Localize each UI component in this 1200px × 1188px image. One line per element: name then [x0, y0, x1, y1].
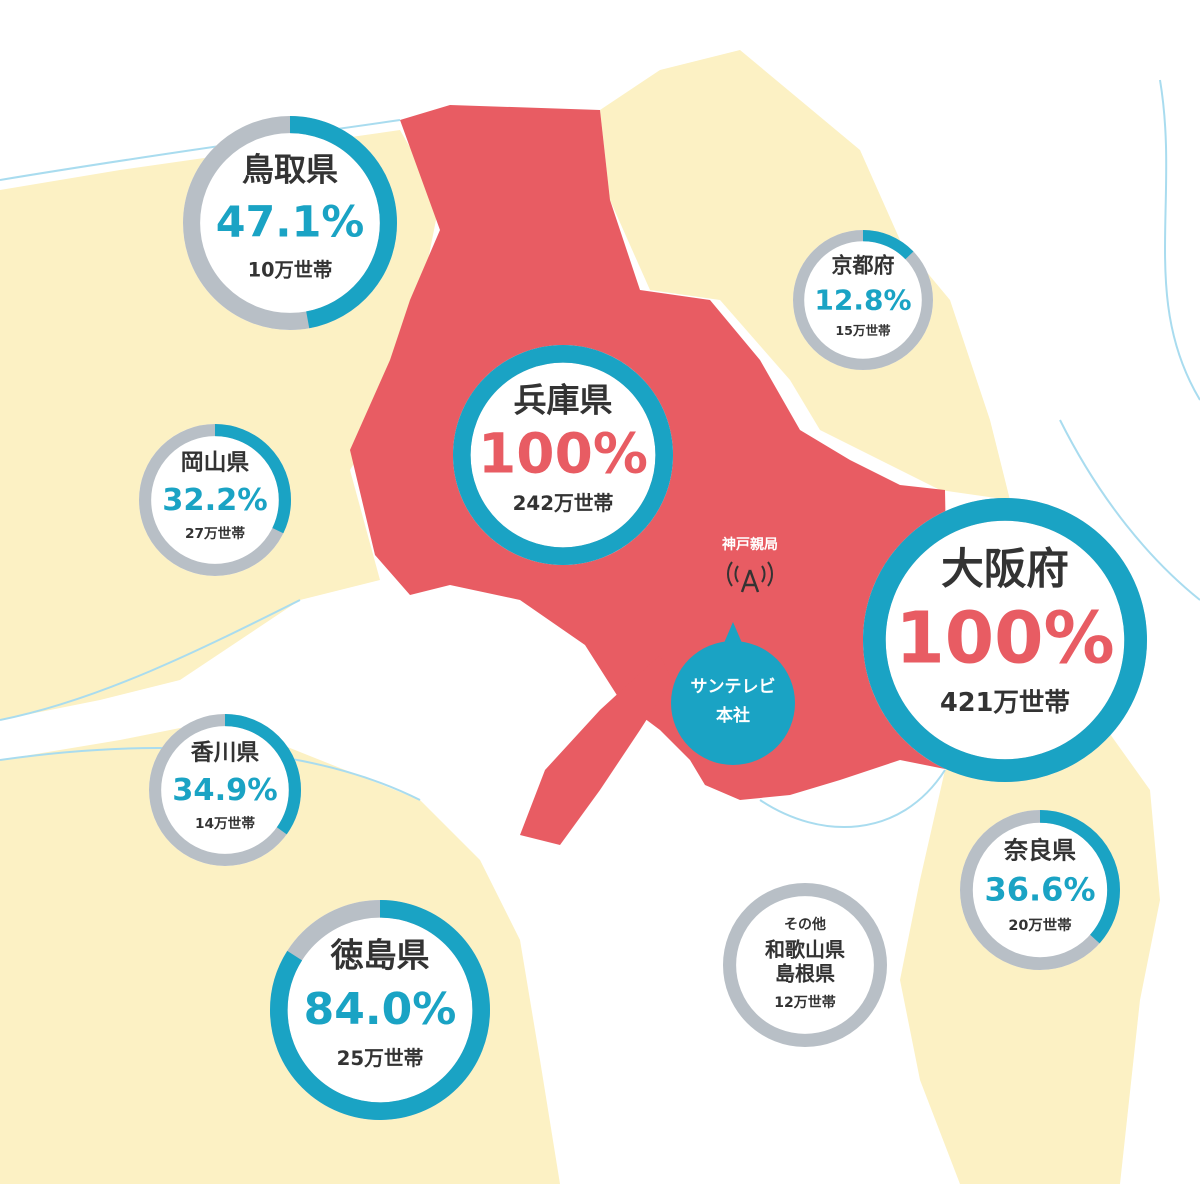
headquarters-label: 本社 — [716, 705, 750, 726]
households: 20万世帯 — [1008, 916, 1071, 934]
households: 421万世帯 — [940, 688, 1070, 718]
badge — [453, 345, 673, 565]
ring-share — [960, 809, 1121, 970]
ring-share — [269, 900, 490, 1121]
station: 神戸親局 — [722, 536, 778, 593]
households: 14万世帯 — [195, 815, 255, 832]
ring-share — [862, 498, 1147, 783]
station-label: 神戸親局 — [722, 536, 778, 553]
region-name: 和歌山県 — [765, 938, 845, 962]
households: 10万世帯 — [248, 259, 333, 282]
badge — [149, 714, 301, 866]
headquarters: サンテレビ 本社 — [671, 622, 795, 765]
ring-share — [182, 115, 398, 331]
households: 25万世帯 — [337, 1047, 424, 1070]
region-name: 兵庫県 — [514, 381, 613, 420]
share-label: 34.9% — [172, 773, 277, 808]
share-label: 84.0% — [304, 984, 457, 1035]
region-name: 香川県 — [191, 740, 260, 766]
antenna-icon — [740, 569, 760, 593]
region-name: 徳島県 — [330, 936, 430, 975]
share-label: 12.8% — [814, 283, 911, 316]
ring-share — [452, 345, 673, 566]
share-label: 32.2% — [162, 483, 267, 518]
share-label: 47.1% — [216, 198, 364, 248]
badge — [139, 424, 291, 576]
headquarters-label: サンテレビ — [691, 677, 776, 697]
region-name: 島根県 — [775, 962, 835, 986]
region-name: その他 — [784, 916, 826, 933]
region-name: 鳥取県 — [242, 151, 338, 189]
households: 12万世帯 — [774, 994, 835, 1011]
ring-share — [139, 424, 292, 576]
region-name: 大阪府 — [941, 544, 1069, 594]
badge — [863, 498, 1147, 782]
share-label: 100% — [895, 596, 1114, 679]
region-name: 京都府 — [832, 253, 895, 277]
headquarters-badge — [671, 641, 795, 765]
badge — [723, 883, 887, 1047]
signal-icon — [727, 561, 773, 587]
ring-share — [793, 230, 934, 371]
badge — [183, 116, 397, 330]
ring-track — [722, 882, 888, 1048]
ring-share — [149, 714, 302, 866]
share-label: 36.6% — [984, 871, 1095, 909]
households: 27万世帯 — [185, 525, 245, 542]
households: 15万世帯 — [835, 323, 891, 338]
badge — [960, 810, 1120, 970]
region-name: 奈良県 — [1003, 837, 1076, 865]
badge — [793, 230, 933, 370]
badge — [270, 900, 490, 1120]
households: 242万世帯 — [513, 492, 614, 515]
region-name: 岡山県 — [181, 450, 250, 476]
share-label: 100% — [478, 421, 648, 485]
ring-track — [792, 230, 933, 371]
